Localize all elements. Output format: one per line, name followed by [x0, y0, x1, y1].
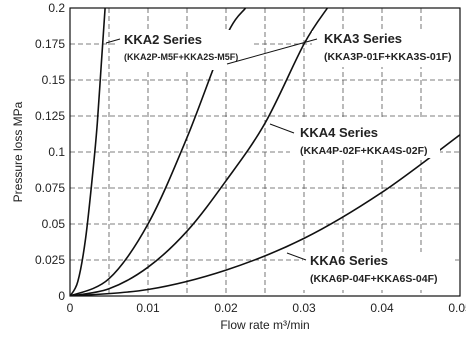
annotation-kka6-bg: [303, 252, 455, 290]
annotation-kka6-leader: [286, 252, 307, 261]
y-tick-label: 0.075: [35, 181, 65, 195]
annotation-kka6: KKA6 Series (KKA6P-04F+KKA6S-04F): [286, 252, 455, 290]
annotation-kka2: KKA2 Series (KKA2P-M5F+KKA2S-M5F): [105, 30, 252, 70]
series-line-4: [70, 134, 460, 296]
x-tick-labels: 0 0.01 0.02 0.03 0.04 0.05: [67, 301, 466, 315]
annotation-kka4-model: (KKA4P-02F+KKA4S-02F): [300, 145, 428, 157]
y-tick-label: 0: [58, 289, 65, 303]
series-line-1: [70, 8, 106, 296]
annotation-kka4-leader: [269, 123, 295, 134]
y-tick-label: 0.1: [48, 145, 65, 159]
x-axis-title: Flow rate m³/min: [220, 318, 309, 332]
annotation-kka4-name: KKA4 Series: [300, 125, 378, 140]
annotation-kka6-model: (KKA6P-04F+KKA6S-04F): [310, 273, 438, 285]
series-line-3: [70, 8, 329, 296]
x-tick-label: 0: [67, 301, 74, 315]
y-tick-label: 0.15: [42, 73, 66, 87]
annotation-kka4: KKA4 Series (KKA4P-02F+KKA4S-02F): [269, 120, 440, 158]
x-tick-label: 0.01: [136, 301, 160, 315]
annotation-kka3-leader: [226, 38, 318, 65]
plot-frame: [69, 7, 461, 297]
y-axis-title: Pressure loss MPa: [11, 101, 25, 202]
annotation-kka2-leader: [105, 38, 121, 44]
x-tick-label: 0.05: [448, 301, 466, 315]
x-tick-label: 0.03: [292, 301, 316, 315]
annotation-kka6-name: KKA6 Series: [310, 253, 388, 268]
annotation-kka4-bg: [290, 120, 440, 158]
y-tick-labels: 0 0.025 0.05 0.075 0.1 0.125 0.15 0.175 0.2: [35, 1, 65, 303]
y-tick-label: 0.025: [35, 253, 65, 267]
x-tick-label: 0.02: [214, 301, 238, 315]
annotation-kka3-name: KKA3 Series: [324, 31, 402, 46]
annotation-kka3-model: (KKA3P-01F+KKA3S-01F): [324, 51, 452, 63]
y-tick-label: 0.2: [48, 1, 65, 15]
y-tick-label: 0.125: [35, 109, 65, 123]
y-tick-label: 0.05: [42, 217, 66, 231]
x-tick-label: 0.04: [370, 301, 394, 315]
annotation-kka3: KKA3 Series (KKA3P-01F+KKA3S-01F): [226, 31, 459, 67]
annotation-kka2-model: (KKA2P-M5F+KKA2S-M5F): [124, 52, 238, 62]
annotation-kka2-name: KKA2 Series: [124, 32, 202, 47]
y-tick-label: 0.175: [35, 37, 65, 51]
annotation-kka3-bg: [312, 31, 459, 67]
